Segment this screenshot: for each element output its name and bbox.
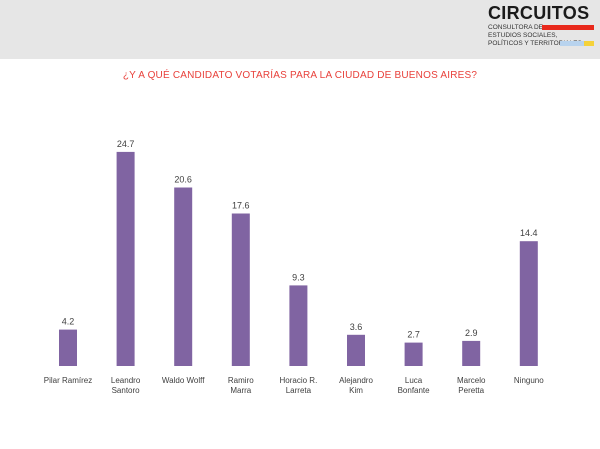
category-label-line: Luca (405, 376, 423, 385)
bar-7 (462, 340, 481, 366)
category-label-line: Larreta (286, 386, 312, 395)
bar-4 (289, 285, 308, 366)
category-label-line: Kim (349, 386, 363, 395)
category-label-line: Waldo Wolff (162, 376, 205, 385)
logo-subtitle-line-3: POLÍTICOS Y TERRITORIALES (488, 40, 582, 47)
category-label-8: Ninguno (514, 376, 544, 385)
circuitos-logo: CIRCUITOS CONSULTORA DE ESTUDIOS SOCIALE… (488, 3, 596, 55)
category-label-line: Horacio R. (280, 376, 318, 385)
category-label-line: Ninguno (514, 376, 544, 385)
data-label-5: 3.6 (350, 322, 363, 332)
data-label-0: 4.2 (62, 317, 75, 327)
bar-0 (59, 329, 77, 366)
category-label-line: Peretta (458, 386, 484, 395)
category-label-line: Bonfante (398, 386, 431, 395)
bar-8 (519, 241, 538, 366)
data-label-8: 14.4 (520, 228, 538, 238)
header-band: CIRCUITOS CONSULTORA DE ESTUDIOS SOCIALE… (0, 0, 600, 59)
bar-6 (404, 342, 423, 366)
category-label-line: Santoro (112, 386, 141, 395)
data-label-6: 2.7 (407, 330, 420, 340)
bar-1 (116, 151, 135, 366)
category-label-line: Pilar Ramírez (44, 376, 92, 385)
category-label-2: Waldo Wolff (162, 376, 205, 385)
logo-name: CIRCUITOS (488, 3, 590, 23)
category-label-line: Ramiro (228, 376, 254, 385)
logo-stripe-blue (560, 41, 584, 46)
data-label-1: 24.7 (117, 139, 135, 149)
data-label-7: 2.9 (465, 328, 478, 338)
bar-3 (231, 213, 250, 366)
category-label-line: Marra (230, 386, 251, 395)
category-label-line: Leandro (111, 376, 141, 385)
logo-subtitle-line-1: CONSULTORA DE (488, 24, 544, 31)
data-label-4: 9.3 (292, 272, 305, 282)
category-label-line: Alejandro (339, 376, 373, 385)
category-label-7: Marcelo Peretta (457, 376, 486, 395)
chart-title: ¿Y A QUÉ CANDIDATO VOTARÍAS PARA LA CIUD… (122, 70, 478, 81)
data-label-2: 20.6 (174, 175, 192, 185)
data-label-3: 17.6 (232, 201, 250, 211)
bar-2 (174, 187, 193, 366)
logo-subtitle-line-2: ESTUDIOS SOCIALES, (488, 32, 558, 39)
logo-stripe-yellow (584, 41, 594, 46)
category-label-0: Pilar Ramírez (44, 376, 92, 385)
logo-stripe-red (542, 25, 594, 30)
category-label-line: Marcelo (457, 376, 486, 385)
category-label-1: Leandro Santoro (111, 376, 141, 395)
category-label-6: Luca Bonfante (398, 376, 431, 395)
category-label-3: Ramiro Marra (228, 376, 254, 395)
category-label-5: Alejandro Kim (339, 376, 373, 395)
bar-5 (347, 334, 365, 366)
category-label-4: Horacio R. Larreta (280, 376, 318, 395)
